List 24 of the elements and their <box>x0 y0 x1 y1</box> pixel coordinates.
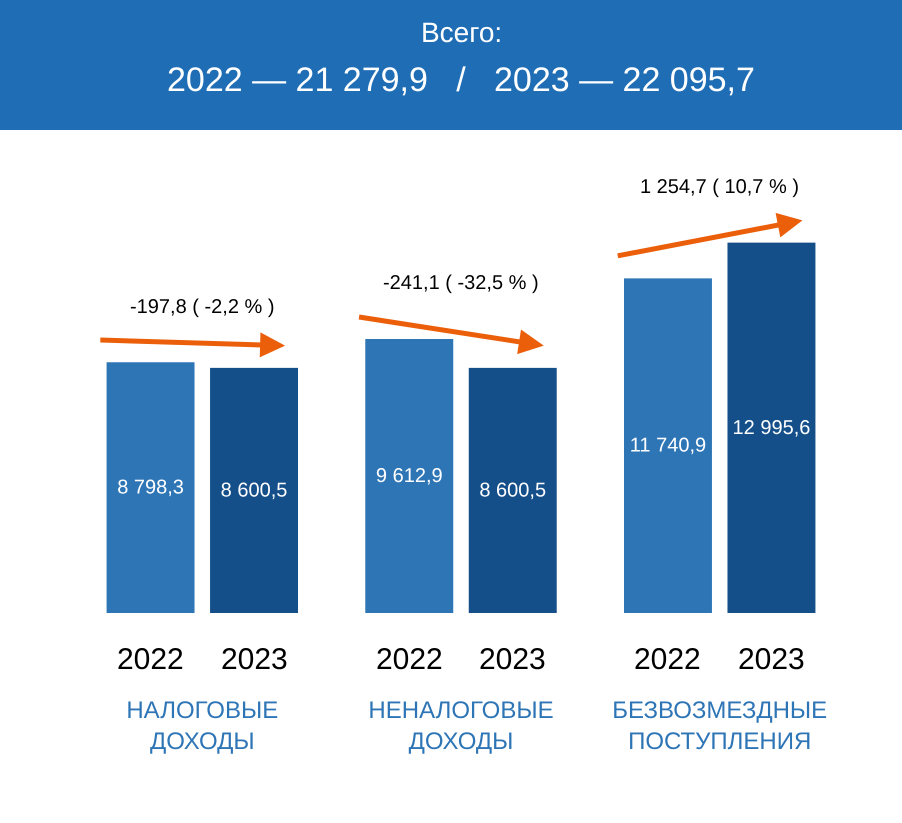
data-label: 8 600,5 <box>479 479 546 502</box>
annotation: -197,8 ( -2,2 % ) <box>130 296 275 318</box>
data-label: 8 798,3 <box>117 476 184 499</box>
x-tick-label: БЕЗВОЗМЕЗДНЫЕ ПОСТУПЛЕНИЯ <box>612 697 828 756</box>
text: 2022 <box>376 643 443 676</box>
x-tick-label: НЕНАЛОГОВЫЕ ДОХОДЫ <box>368 697 554 756</box>
bar <box>624 278 712 613</box>
bar <box>106 362 195 613</box>
data-label: 11 740,9 <box>630 434 706 457</box>
chart-title: Всего: <box>421 17 502 48</box>
text: 2022 <box>634 643 701 676</box>
chart-subtitle: 2022 — 21 279,9 / 2023 — 22 095,7 <box>167 61 755 99</box>
text: 2023 <box>479 643 546 676</box>
data-label: 9 612,9 <box>376 465 443 488</box>
bar <box>210 368 298 613</box>
annotation: -241,1 ( -32,5 % ) <box>383 272 539 294</box>
text: 1 254,7 ( 10,7 % ) <box>640 176 799 198</box>
x-tick-label: НАЛОГОВЫЕ ДОХОДЫ <box>126 697 278 756</box>
series-label: 2022 <box>117 643 184 676</box>
series-label: 2023 <box>221 643 288 676</box>
bar <box>468 368 557 613</box>
data-label: 8 600,5 <box>220 479 288 502</box>
data-label: 12 995,6 <box>732 416 810 439</box>
text: 2023 <box>738 643 805 676</box>
